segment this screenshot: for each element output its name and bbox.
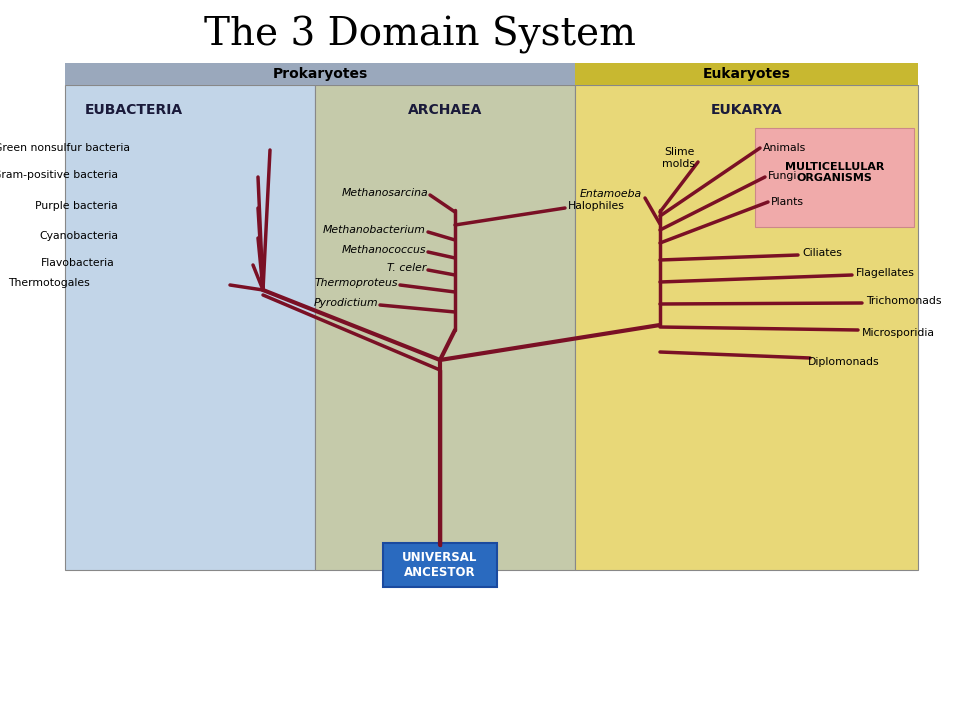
- Text: Flagellates: Flagellates: [856, 268, 915, 278]
- Text: Ciliates: Ciliates: [802, 248, 842, 258]
- Text: EUKARYA: EUKARYA: [710, 103, 782, 117]
- Text: Methanosarcina: Methanosarcina: [342, 188, 428, 198]
- Text: Plants: Plants: [771, 197, 804, 207]
- Text: Halophiles: Halophiles: [568, 201, 625, 211]
- Text: Diplomonads: Diplomonads: [808, 357, 879, 367]
- Text: UNIVERSAL
ANCESTOR: UNIVERSAL ANCESTOR: [402, 551, 478, 579]
- FancyBboxPatch shape: [755, 128, 914, 227]
- FancyBboxPatch shape: [383, 543, 497, 587]
- Text: Fungi: Fungi: [768, 171, 798, 181]
- Text: Trichomonads: Trichomonads: [866, 296, 942, 306]
- Text: Flavobacteria: Flavobacteria: [41, 258, 115, 268]
- Text: Gram-positive bacteria: Gram-positive bacteria: [0, 170, 118, 180]
- Text: Methanococcus: Methanococcus: [342, 245, 426, 255]
- Text: Slime
molds: Slime molds: [662, 147, 695, 168]
- FancyBboxPatch shape: [65, 63, 575, 85]
- FancyBboxPatch shape: [65, 85, 315, 570]
- Text: Eukaryotes: Eukaryotes: [703, 67, 790, 81]
- Text: Prokaryotes: Prokaryotes: [273, 67, 368, 81]
- Text: Entamoeba: Entamoeba: [580, 189, 642, 199]
- Text: Cyanobacteria: Cyanobacteria: [39, 231, 118, 241]
- FancyBboxPatch shape: [575, 63, 918, 85]
- Text: T. celer: T. celer: [387, 263, 426, 273]
- FancyBboxPatch shape: [315, 85, 575, 570]
- Text: Microsporidia: Microsporidia: [862, 328, 935, 338]
- Text: ARCHAEA: ARCHAEA: [408, 103, 482, 117]
- Text: Animals: Animals: [763, 143, 806, 153]
- Text: Green nonsulfur bacteria: Green nonsulfur bacteria: [0, 143, 130, 153]
- Text: Pyrodictium: Pyrodictium: [313, 298, 378, 308]
- Text: The 3 Domain System: The 3 Domain System: [204, 16, 636, 54]
- FancyBboxPatch shape: [575, 85, 918, 570]
- Text: EUBACTERIA: EUBACTERIA: [85, 103, 183, 117]
- Text: Thermotogales: Thermotogales: [9, 278, 90, 288]
- Text: Methanobacterium: Methanobacterium: [324, 225, 426, 235]
- Text: Purple bacteria: Purple bacteria: [36, 201, 118, 211]
- Text: Thermoproteus: Thermoproteus: [315, 278, 398, 288]
- Text: MULTICELLULAR
ORGANISMS: MULTICELLULAR ORGANISMS: [785, 162, 884, 184]
